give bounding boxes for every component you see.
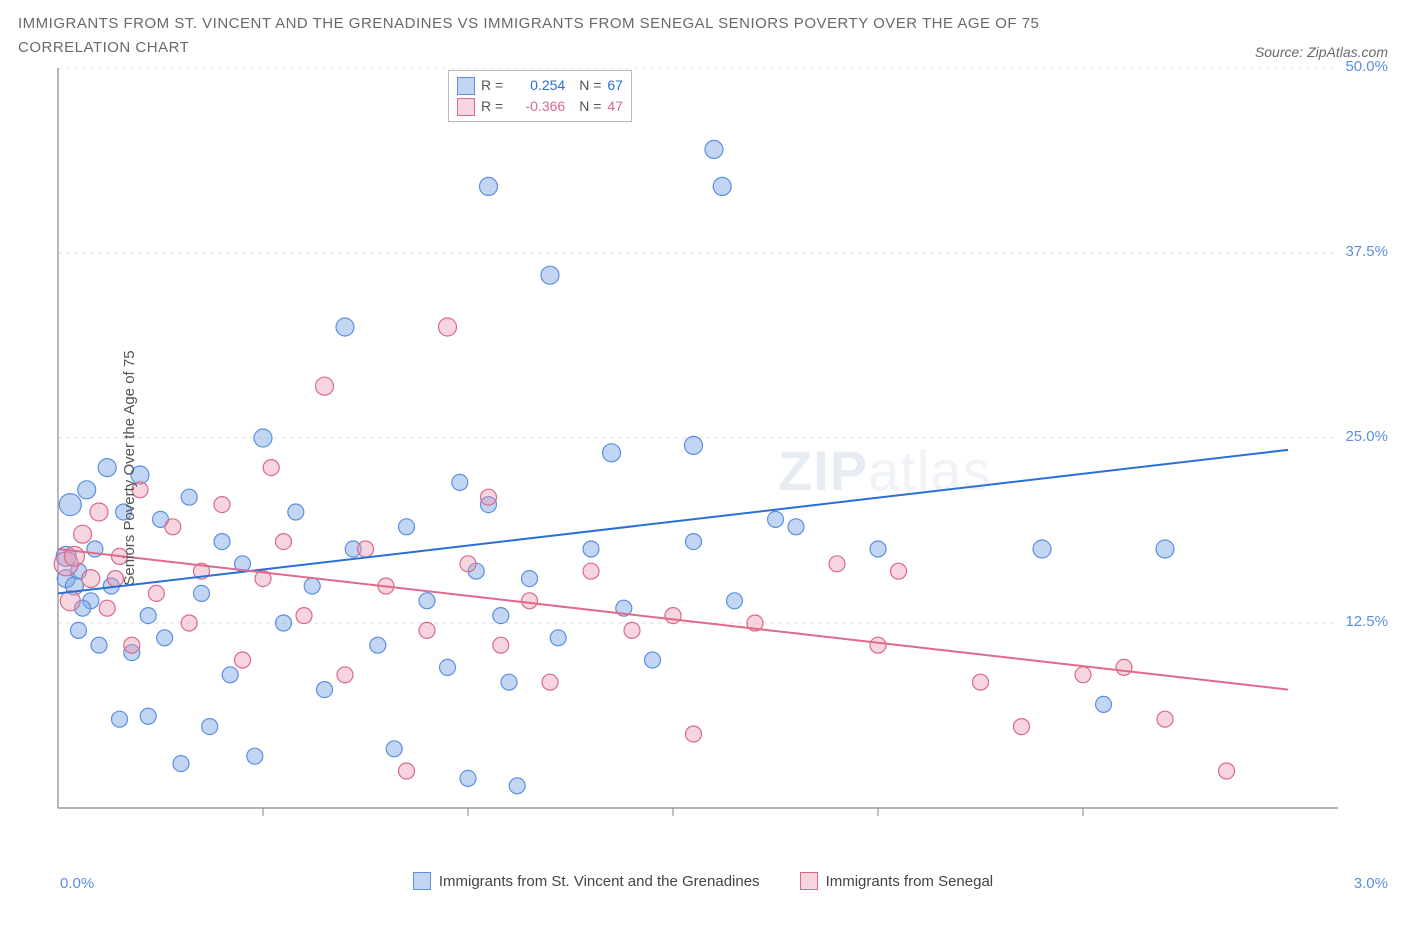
x-max-label: 3.0% bbox=[1354, 875, 1388, 892]
title-line-1: IMMIGRANTS FROM ST. VINCENT AND THE GREN… bbox=[18, 15, 1039, 32]
legend-item: Immigrants from St. Vincent and the Gren… bbox=[413, 872, 760, 890]
swatch-icon bbox=[457, 98, 475, 116]
n-value: 67 bbox=[607, 75, 623, 96]
r-value: -0.366 bbox=[509, 96, 565, 117]
stats-legend: R = 0.254 N = 67 R = -0.366 N = 47 bbox=[448, 70, 632, 122]
r-value: 0.254 bbox=[509, 75, 565, 96]
n-label: N = bbox=[579, 96, 601, 117]
stats-row: R = 0.254 N = 67 bbox=[457, 75, 623, 96]
n-value: 47 bbox=[607, 96, 623, 117]
swatch-icon bbox=[413, 872, 431, 890]
r-label: R = bbox=[481, 75, 503, 96]
title-line-2: CORRELATION CHART bbox=[18, 39, 189, 56]
swatch-icon bbox=[457, 77, 475, 95]
y-tick: 12.5% bbox=[1345, 613, 1388, 630]
series-name: Immigrants from Senegal bbox=[826, 873, 994, 890]
swatch-icon bbox=[800, 872, 818, 890]
chart-title: IMMIGRANTS FROM ST. VINCENT AND THE GREN… bbox=[18, 12, 1039, 60]
y-tick: 25.0% bbox=[1345, 428, 1388, 445]
series-name: Immigrants from St. Vincent and the Gren… bbox=[439, 873, 760, 890]
scatter-plot bbox=[18, 68, 1348, 838]
y-tick: 50.0% bbox=[1345, 58, 1388, 75]
n-label: N = bbox=[579, 75, 601, 96]
header: IMMIGRANTS FROM ST. VINCENT AND THE GREN… bbox=[18, 12, 1388, 60]
y-axis-label: Seniors Poverty Over the Age of 75 bbox=[121, 350, 138, 585]
bottom-legend: 0.0% Immigrants from St. Vincent and the… bbox=[18, 872, 1388, 890]
x-min-label: 0.0% bbox=[60, 875, 94, 892]
legend-item: Immigrants from Senegal bbox=[800, 872, 994, 890]
chart-area: Seniors Poverty Over the Age of 75 ZIPat… bbox=[18, 68, 1388, 868]
r-label: R = bbox=[481, 96, 503, 117]
stats-row: R = -0.366 N = 47 bbox=[457, 96, 623, 117]
y-tick: 37.5% bbox=[1345, 243, 1388, 260]
